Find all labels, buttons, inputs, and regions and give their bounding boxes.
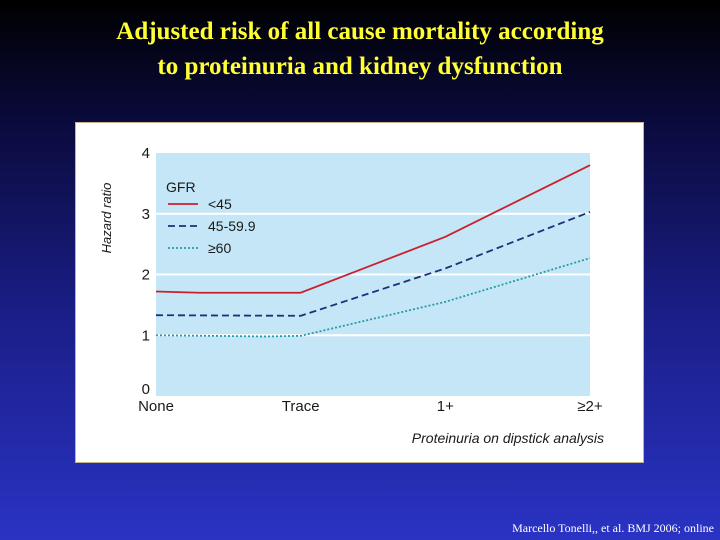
title-line-1: Adjusted risk of all cause mortality acc… bbox=[116, 18, 604, 45]
x-tick-label: ≥2+ bbox=[577, 398, 603, 415]
legend-title: GFR bbox=[166, 179, 196, 195]
x-axis-label: Proteinuria on dipstick analysis bbox=[412, 430, 604, 446]
series-line bbox=[155, 211, 591, 317]
y-tick-label: 3 bbox=[142, 206, 150, 223]
x-tick-labels: None Trace 1+ ≥2+ bbox=[138, 398, 603, 415]
citation: Marcello Tonelli,, et al. BMJ 2006; onli… bbox=[512, 521, 714, 535]
y-tick-label: 0 bbox=[142, 381, 150, 398]
x-tick-label: 1+ bbox=[437, 398, 454, 415]
y-axis-label: Hazard ratio bbox=[99, 183, 114, 254]
series-line bbox=[155, 257, 591, 338]
legend: GFR <45 45-59.9 ≥60 bbox=[166, 179, 256, 256]
legend-label: <45 bbox=[208, 196, 232, 212]
series-lines bbox=[155, 164, 591, 338]
chart-panel: 0 1 2 3 4 None Trace 1+ ≥2+ GFR <45 45-59.9 ≥60 H… bbox=[75, 122, 644, 463]
y-tick-label: 2 bbox=[142, 267, 150, 284]
legend-label: 45-59.9 bbox=[208, 218, 256, 234]
slide-title: Adjusted risk of all cause mortality acc… bbox=[0, 14, 720, 84]
x-tick-label: None bbox=[138, 398, 174, 415]
y-tick-label: 1 bbox=[142, 327, 150, 344]
y-tick-label: 4 bbox=[142, 145, 150, 162]
y-tick-labels: 0 1 2 3 4 bbox=[142, 145, 150, 398]
title-line-2: to proteinuria and kidney dysfunction bbox=[157, 53, 563, 80]
series-line bbox=[155, 164, 591, 294]
x-tick-label: Trace bbox=[282, 398, 320, 415]
legend-label: ≥60 bbox=[208, 240, 231, 256]
hazard-ratio-chart: 0 1 2 3 4 None Trace 1+ ≥2+ GFR <45 45-59.9 ≥60 H… bbox=[99, 145, 604, 446]
